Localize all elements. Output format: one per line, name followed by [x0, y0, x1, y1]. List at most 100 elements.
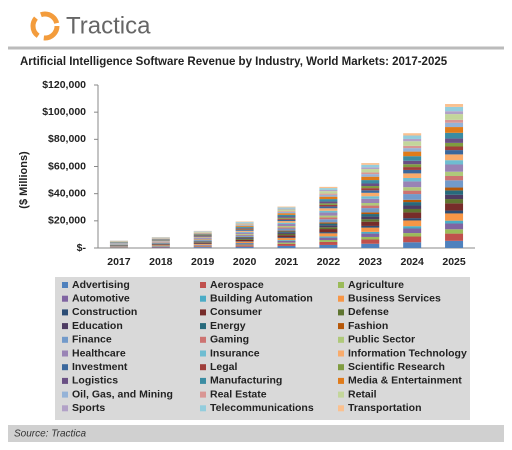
bar-segment: [319, 202, 337, 204]
bar-segment: [445, 241, 463, 248]
bar-segment: [319, 217, 337, 219]
legend-swatch: [62, 296, 68, 302]
bar-segment: [278, 207, 296, 208]
legend-swatch: [62, 351, 68, 357]
bar-segment: [361, 188, 379, 190]
bar-segment: [194, 246, 212, 247]
legend-swatch: [62, 392, 68, 398]
bar-segment: [319, 219, 337, 222]
legend-swatch: [200, 337, 206, 343]
bar-segment: [403, 212, 421, 218]
legend-label: Media & Entertainment: [348, 375, 462, 387]
bar-segment: [361, 212, 379, 214]
bar-segment: [361, 183, 379, 186]
bar-segment: [403, 226, 421, 228]
bar-segment: [194, 238, 212, 239]
bar-segment: [236, 239, 254, 240]
bar-segment: [278, 219, 296, 220]
bar-segment: [361, 163, 379, 165]
bar-segment: [278, 238, 296, 240]
bar-segment: [278, 220, 296, 221]
legend-label: Consumer: [210, 306, 262, 318]
bar-segment: [445, 146, 463, 150]
legend-swatch: [338, 351, 344, 357]
bar-segment: [194, 245, 212, 246]
bar-segment: [152, 245, 170, 246]
bar-segment: [361, 234, 379, 237]
bar-segment: [152, 242, 170, 243]
bar-segment: [278, 231, 296, 232]
bar-segment: [445, 164, 463, 171]
chart-title: Artificial Intelligence Software Revenue…: [20, 56, 448, 68]
legend-label: Business Services: [348, 292, 441, 304]
bar-segment: [194, 246, 212, 247]
bar-segment: [403, 237, 421, 243]
bar-segment: [445, 120, 463, 123]
legend-swatch: [200, 309, 206, 315]
bar-segment: [403, 233, 421, 236]
bar-segment: [319, 236, 337, 237]
bar-segment: [236, 225, 254, 226]
bar-segment: [319, 232, 337, 233]
bar-segment: [194, 235, 212, 236]
bar-segment: [445, 127, 463, 133]
bar-segment: [403, 194, 421, 200]
legend-label: Finance: [72, 334, 112, 346]
bar-segment: [403, 218, 421, 220]
x-tick-label: 2023: [359, 256, 383, 268]
legend-swatch: [200, 282, 206, 288]
legend-swatch: [62, 337, 68, 343]
bar-segment: [236, 229, 254, 230]
bar-segment: [236, 243, 254, 244]
bar-segment: [403, 200, 421, 202]
legend-swatch: [338, 392, 344, 398]
bar-segment: [278, 233, 296, 234]
y-tick-label: $80,000: [48, 133, 86, 145]
bar-segment: [319, 211, 337, 213]
bar-segment: [445, 203, 463, 210]
bar-segment: [194, 242, 212, 243]
bar-segment: [361, 174, 379, 177]
bar-segment: [403, 156, 421, 161]
bar-segment: [319, 224, 337, 226]
bar-segment: [445, 195, 463, 199]
bar-segment: [445, 172, 463, 176]
bar-segment: [445, 143, 463, 147]
bar-segment: [278, 227, 296, 228]
legend-label: Legal: [210, 361, 238, 373]
bar-segment: [445, 111, 463, 114]
x-tick-label: 2025: [442, 256, 466, 268]
bar-segment: [445, 114, 463, 120]
legend-swatch: [200, 364, 206, 370]
bar-segment: [445, 221, 463, 224]
legend-label: Investment: [72, 361, 128, 373]
bar-segment: [152, 247, 170, 248]
bar-segment: [236, 243, 254, 244]
bar-segment: [319, 194, 337, 195]
bar-segment: [319, 216, 337, 218]
legend-swatch: [338, 337, 344, 343]
bar-segment: [319, 242, 337, 245]
bar-segment: [236, 236, 254, 237]
bar-segment: [361, 214, 379, 217]
bar-segment: [361, 208, 379, 212]
legend-swatch: [62, 323, 68, 329]
logo-text: Tractica: [66, 12, 151, 39]
bar-segment: [236, 231, 254, 232]
legend-label: Sports: [72, 402, 105, 414]
bar-segment: [278, 218, 296, 219]
bar-segment: [194, 234, 212, 235]
bar-segment: [445, 229, 463, 233]
x-tick-label: 2021: [275, 256, 299, 268]
bar-segment: [236, 241, 254, 242]
bar-segment: [445, 211, 463, 214]
bar-segment: [319, 227, 337, 229]
bar-segment: [319, 191, 337, 193]
legend-swatch: [338, 309, 344, 315]
bar-segment: [278, 211, 296, 212]
logo-icon: [33, 14, 57, 38]
bar-segment: [361, 196, 379, 199]
bar-segment: [236, 222, 254, 223]
